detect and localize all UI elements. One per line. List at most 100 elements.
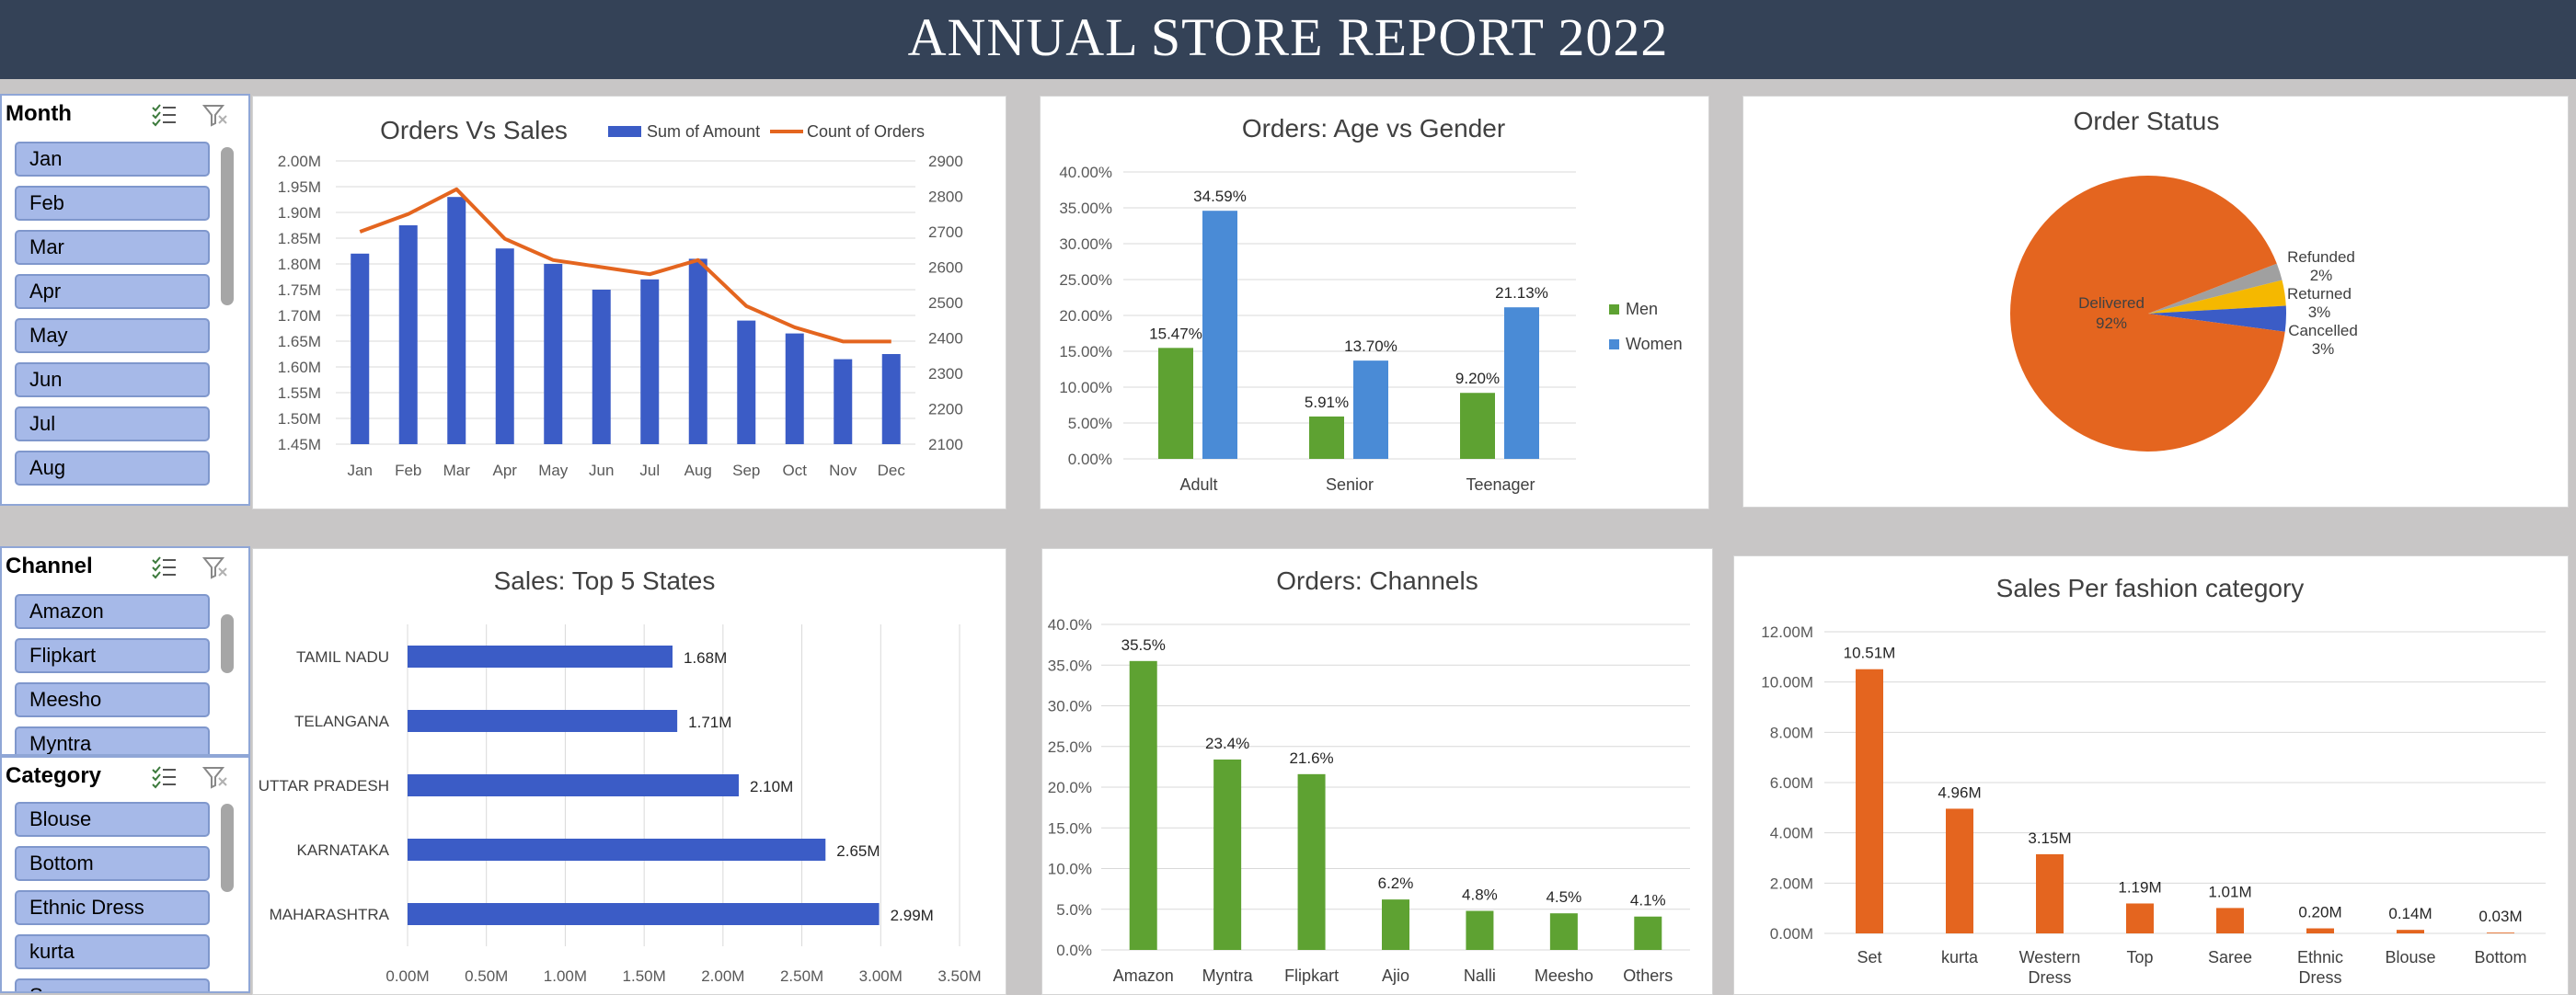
bar-category (1946, 808, 1973, 933)
clear-filter-icon[interactable] (201, 557, 227, 579)
bar-sum-of-amount (834, 359, 853, 444)
y-tick-label: 2.00M (1770, 875, 1813, 892)
y-tick-label: 5.00% (1068, 415, 1112, 432)
slice-value: 2% (2310, 267, 2333, 284)
data-label: 2.99M (891, 907, 934, 924)
slicer-item-kurta[interactable]: kurta (15, 934, 210, 969)
slicer-item-meesho[interactable]: Meesho (15, 682, 210, 717)
y-tick-label-right: 2300 (928, 365, 963, 383)
clear-filter-icon[interactable] (201, 767, 227, 789)
data-label: 0.14M (2388, 905, 2432, 922)
slicer-item-mar[interactable]: Mar (15, 230, 210, 265)
bar-channel (1129, 660, 1157, 950)
slicer-item-bottom[interactable]: Bottom (15, 846, 210, 881)
y-tick-label-left: 1.65M (278, 333, 321, 350)
bar-sum-of-amount (640, 279, 660, 444)
x-tick-label: 2.00M (701, 967, 744, 985)
channels-chart: Orders: Channels 0.0% 5.0% 10.0% 15.0% 20.0% 2… (1048, 566, 1690, 985)
x-tick-label: Flipkart (1284, 966, 1339, 985)
slicer-item-jan[interactable]: Jan (15, 142, 210, 177)
y-tick-label-left: 1.60M (278, 359, 321, 376)
data-label: 1.71M (688, 714, 731, 731)
y-tick-label: 6.00M (1770, 774, 1813, 792)
y-tick-label: 4.00M (1770, 825, 1813, 842)
legend-label: Women (1626, 335, 1683, 353)
chart-title: Orders: Channels (1276, 566, 1478, 595)
slicer-title: Category (6, 763, 102, 788)
slicer-scrollbar[interactable] (221, 804, 234, 892)
x-tick-label: 1.50M (623, 967, 666, 985)
bar-sum-of-amount (351, 253, 370, 444)
y-tick-label-right: 2100 (928, 436, 963, 453)
data-label: 35.5% (1121, 636, 1166, 654)
slicer-scrollbar[interactable] (221, 614, 234, 673)
bar-category (2487, 932, 2514, 933)
multi-select-icon[interactable] (152, 104, 176, 127)
x-tick-label: Dress (2028, 968, 2071, 987)
slicer-scrollbar[interactable] (221, 147, 234, 305)
month-slicer[interactable]: Month Jan Feb Mar Apr May Jun Jul Aug (0, 94, 250, 506)
y-tick-label: 30.00% (1059, 235, 1112, 253)
slicer-item-feb[interactable]: Feb (15, 186, 210, 221)
x-tick-label: Jan (348, 462, 373, 479)
y-tick-label-left: 1.55M (278, 384, 321, 402)
channel-slicer[interactable]: Channel Amazon Flipkart Meesho Myntra (0, 546, 250, 756)
category-slicer[interactable]: Category Blouse Bottom Ethnic Dress kurta Sa… (0, 756, 250, 993)
channels-panel: Orders: Channels 0.0% 5.0% 10.0% 15.0% 20.0% 2… (1041, 548, 1713, 995)
slicer-item-aug[interactable]: Aug (15, 451, 210, 486)
y-tick-label-right: 2400 (928, 330, 963, 348)
x-tick-label: Amazon (1113, 966, 1174, 985)
data-label: 1.68M (684, 649, 727, 667)
slicer-item-myntra[interactable]: Myntra (15, 726, 210, 754)
data-label: 2.10M (750, 778, 793, 795)
x-tick-label: Sep (732, 462, 760, 479)
x-tick-label: Dress (2298, 968, 2341, 987)
legend-swatch-men (1609, 304, 1619, 315)
data-label: 13.70% (1344, 337, 1397, 355)
bar-state (408, 903, 880, 925)
y-tick-label: 10.00M (1761, 674, 1813, 692)
slicer-item-amazon[interactable]: Amazon (15, 594, 210, 629)
slicer-item-jun[interactable]: Jun (15, 362, 210, 397)
slicer-item-jul[interactable]: Jul (15, 406, 210, 441)
y-tick-label-right: 2900 (928, 153, 963, 170)
slicer-item-flipkart[interactable]: Flipkart (15, 638, 210, 673)
y-tick-label: 12.00M (1761, 623, 1813, 641)
slicer-title: Channel (6, 554, 93, 578)
bar-state (408, 710, 678, 732)
slicer-item-ethnic-dress[interactable]: Ethnic Dress (15, 890, 210, 925)
y-tick-label: 30.0% (1048, 698, 1092, 715)
y-tick-label: 35.0% (1048, 657, 1092, 674)
slicer-item-apr[interactable]: Apr (15, 274, 210, 309)
clear-filter-icon[interactable] (201, 105, 227, 127)
y-tick-label-left: 1.80M (278, 256, 321, 273)
bar-state (408, 774, 739, 796)
legend-label: Men (1626, 300, 1658, 318)
slice-label: Cancelled (2288, 322, 2358, 339)
multi-select-icon[interactable] (152, 556, 176, 579)
x-tick-label: May (538, 462, 569, 479)
multi-select-icon[interactable] (152, 766, 176, 789)
slicer-item-saree[interactable]: Saree (15, 978, 210, 991)
x-tick-label: Oct (783, 462, 808, 479)
pie-slice-delivered (2010, 176, 2285, 452)
slicer-item-blouse[interactable]: Blouse (15, 802, 210, 837)
slicer-toolbar (152, 104, 227, 127)
pie-slice-refunded (2148, 263, 2283, 314)
y-tick-label: 40.0% (1048, 616, 1092, 634)
bar-channel (1213, 759, 1242, 950)
top-states-panel: Sales: Top 5 States 0.00M 0.50M 1.00M 1.50M 2… (252, 548, 1006, 995)
data-label: 5.91% (1305, 394, 1349, 411)
slicer-item-may[interactable]: May (15, 318, 210, 353)
bar-sum-of-amount (447, 197, 466, 444)
data-label: 2.65M (836, 842, 880, 860)
slice-label: Returned (2287, 285, 2352, 303)
slice-label: Delivered (2078, 294, 2145, 312)
x-tick-label: Myntra (1202, 966, 1254, 985)
bar-sum-of-amount (398, 225, 418, 444)
y-tick-label: 8.00M (1770, 724, 1813, 741)
y-tick-label: 15.0% (1048, 819, 1092, 837)
bar-category (2216, 908, 2244, 933)
bar-category (2126, 903, 2154, 933)
y-tick-label-right: 2800 (928, 189, 963, 206)
